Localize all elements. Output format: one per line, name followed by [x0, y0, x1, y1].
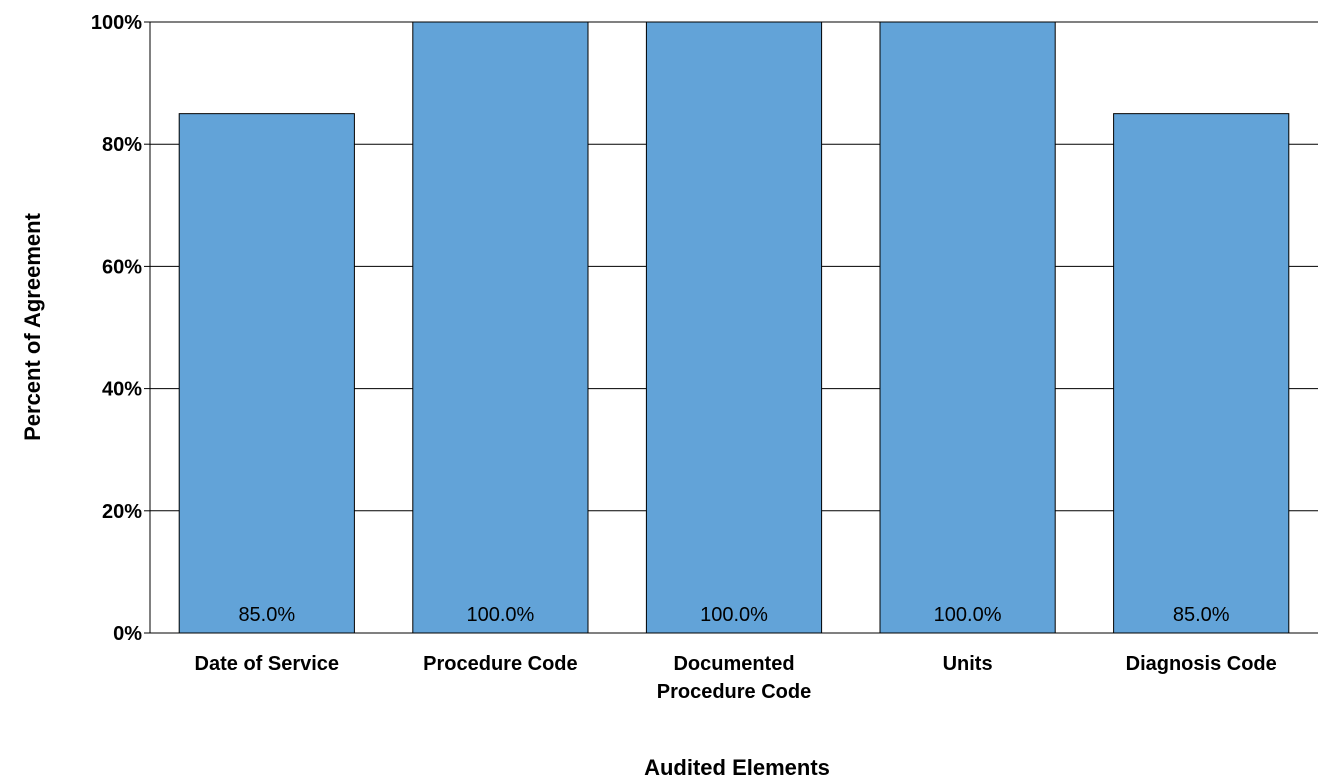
bar-data-label: 100.0% — [934, 604, 1002, 626]
bar — [1113, 113, 1290, 634]
bar — [412, 21, 589, 634]
y-tick-label: 20% — [102, 501, 142, 523]
bar-data-label: 85.0% — [1173, 604, 1230, 626]
x-category-label: Documented Procedure Code — [657, 653, 811, 703]
y-tick-label: 0% — [113, 623, 142, 645]
x-axis-title: Audited Elements — [644, 755, 830, 779]
bar-data-label: 100.0% — [466, 604, 534, 626]
axes — [144, 21, 1318, 634]
y-tick-label: 80% — [102, 134, 142, 156]
bar — [645, 21, 823, 634]
x-category-label: Units — [943, 653, 993, 675]
bar-data-label: 100.0% — [700, 604, 768, 626]
x-category-label: Procedure Code — [423, 653, 577, 675]
y-axis-title: Percent of Agreement — [20, 212, 45, 440]
x-category-label: Date of Service — [195, 653, 340, 675]
bar — [178, 113, 355, 634]
bar-data-label: 85.0% — [238, 604, 295, 626]
labels: 0% 20% 40% 60% 80% 100% 85.0% Date of Service 10… — [91, 12, 1277, 703]
x-category-label: Diagnosis Code — [1126, 653, 1277, 675]
y-tick-label: 100% — [91, 12, 142, 34]
bars — [178, 21, 1290, 634]
bar — [879, 21, 1056, 634]
y-tick-label: 60% — [102, 256, 142, 278]
y-tick-label: 40% — [102, 379, 142, 401]
